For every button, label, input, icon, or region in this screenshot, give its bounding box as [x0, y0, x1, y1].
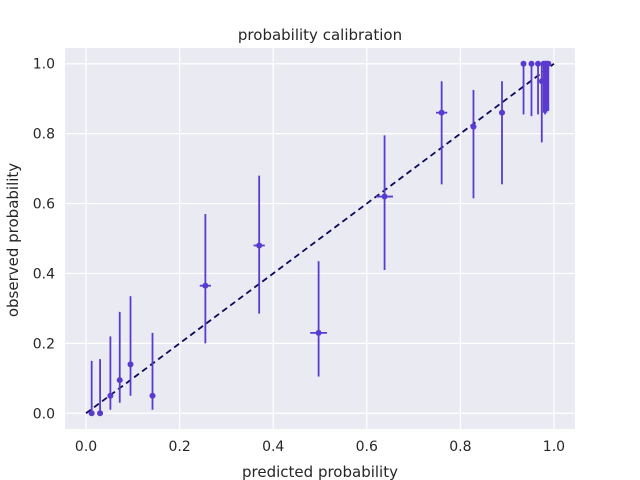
calibration-point — [470, 89, 477, 199]
data-marker — [116, 377, 123, 384]
grid-lines — [65, 48, 575, 429]
data-marker — [149, 392, 156, 399]
calibration-point — [97, 359, 104, 417]
data-marker — [127, 361, 134, 368]
data-points — [88, 60, 552, 417]
x-tick-label: 0.0 — [75, 439, 97, 455]
calibration-point — [376, 135, 393, 270]
data-marker — [97, 410, 104, 417]
x-tick-label: 0.4 — [262, 439, 284, 455]
data-marker — [520, 60, 527, 67]
data-marker — [88, 410, 95, 417]
calibration-point — [528, 60, 535, 117]
calibration-point — [545, 60, 552, 111]
calibration-point — [520, 60, 527, 115]
calibration-point — [127, 296, 134, 396]
y-tick-label: 1.0 — [33, 57, 55, 73]
x-tick-label: 0.2 — [169, 439, 191, 455]
data-marker — [470, 123, 477, 130]
calibration-point — [499, 81, 506, 185]
x-tick-label: 0.8 — [449, 439, 471, 455]
data-marker — [107, 392, 114, 399]
reference-line — [85, 63, 555, 414]
reference-line-group — [85, 63, 555, 414]
calibration-point — [199, 214, 211, 344]
y-tick-label: 0.2 — [33, 336, 55, 352]
chart-title: probability calibration — [238, 26, 402, 44]
data-marker — [528, 60, 535, 67]
calibration-point — [107, 336, 114, 410]
y-tick-label: 0.8 — [33, 127, 55, 143]
calibration-point — [436, 81, 448, 185]
calibration-point — [253, 175, 265, 314]
data-marker — [381, 193, 388, 200]
data-marker — [499, 109, 506, 116]
calibration-point — [88, 360, 95, 417]
y-tick-label: 0.4 — [33, 266, 55, 282]
data-marker — [202, 282, 209, 289]
x-tick-label: 0.6 — [356, 439, 378, 455]
data-marker — [315, 329, 322, 336]
calibration-point — [310, 261, 328, 377]
calibration-point — [116, 311, 123, 403]
calibration-point — [149, 332, 156, 410]
x-tick-label: 1.0 — [543, 439, 565, 455]
data-marker — [256, 242, 263, 249]
y-tick-label: 0.6 — [33, 197, 55, 213]
x-axis-label: predicted probability — [242, 463, 398, 480]
data-marker — [535, 60, 542, 67]
calibration-point — [535, 60, 542, 115]
y-tick-labels: 0.0 0.2 0.4 0.6 0.8 1.0 — [33, 57, 55, 423]
data-marker — [545, 60, 552, 67]
x-tick-labels: 0.0 0.2 0.4 0.6 0.8 1.0 — [75, 439, 565, 455]
data-marker — [438, 109, 445, 116]
y-tick-label: 0.0 — [33, 406, 55, 422]
y-axis-label: observed probability — [4, 163, 22, 317]
